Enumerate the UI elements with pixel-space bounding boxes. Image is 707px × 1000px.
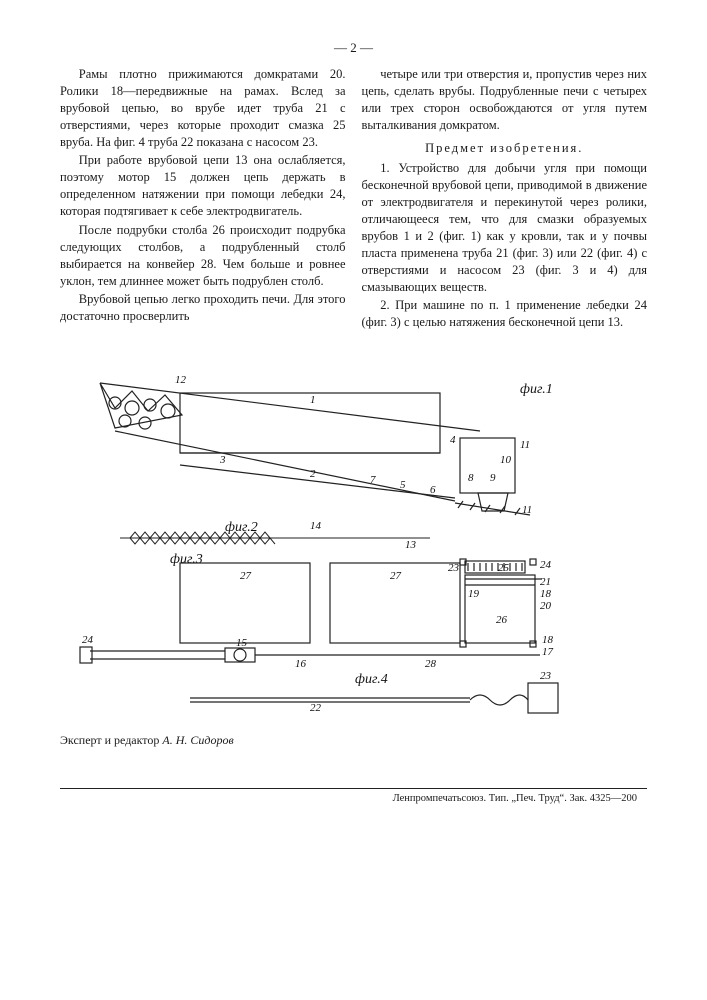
svg-text:27: 27 — [390, 570, 402, 582]
svg-text:14: 14 — [310, 520, 322, 532]
svg-text:9: 9 — [490, 472, 496, 484]
svg-text:17: 17 — [542, 646, 554, 658]
expert-line: Эксперт и редактор А. Н. Сидоров — [60, 733, 647, 748]
right-p3: 2. При машине по п. 1 применение лебедки… — [362, 297, 648, 331]
svg-text:18: 18 — [540, 588, 552, 600]
figures-svg: фиг.1 12 1 3 2 7 5 6 4 8 9 10 11 11 фиг.… — [60, 353, 647, 723]
svg-text:21: 21 — [540, 576, 551, 588]
expert-label: Эксперт и редактор — [60, 733, 162, 747]
svg-text:5: 5 — [400, 479, 406, 491]
svg-text:6: 6 — [430, 484, 436, 496]
fig3-label: фиг.3 — [170, 552, 203, 567]
imprint: Ленпромпечатьсоюз. Тип. „Печ. Труд“. Зак… — [60, 793, 647, 804]
subject-title: Предмет изобретения. — [362, 140, 648, 157]
svg-text:15: 15 — [236, 637, 248, 649]
svg-text:16: 16 — [295, 658, 307, 670]
page-number: — 2 — — [60, 40, 647, 56]
svg-text:23: 23 — [448, 562, 460, 574]
right-p1: четыре или три отверстия и, пропустив че… — [362, 66, 648, 134]
svg-text:1: 1 — [310, 394, 316, 406]
svg-text:4: 4 — [450, 434, 456, 446]
footer-rule — [60, 788, 647, 789]
svg-text:24: 24 — [82, 634, 94, 646]
svg-text:19: 19 — [468, 588, 480, 600]
svg-text:27: 27 — [240, 570, 252, 582]
svg-text:13: 13 — [405, 539, 417, 551]
svg-text:25: 25 — [498, 562, 510, 574]
svg-text:20: 20 — [540, 600, 552, 612]
right-p2: 1. Устройство для добычи угля при помощи… — [362, 160, 648, 295]
svg-text:11: 11 — [522, 504, 532, 516]
svg-text:7: 7 — [370, 474, 376, 486]
left-p1: Рамы плотно прижимаются домкратами 20. Р… — [60, 66, 346, 150]
figures: фиг.1 12 1 3 2 7 5 6 4 8 9 10 11 11 фиг.… — [60, 353, 647, 723]
expert-name: А. Н. Сидоров — [162, 733, 233, 747]
svg-text:22: 22 — [310, 702, 322, 714]
svg-text:24: 24 — [540, 559, 552, 571]
left-p4: Врубовой цепью легко проходить печи. Для… — [60, 291, 346, 325]
left-p3: После подрубки столба 26 происходит подр… — [60, 222, 346, 290]
svg-text:11: 11 — [520, 439, 530, 451]
svg-text:18: 18 — [542, 634, 554, 646]
svg-text:23: 23 — [540, 670, 552, 682]
svg-text:8: 8 — [468, 472, 474, 484]
svg-text:3: 3 — [219, 454, 226, 466]
svg-text:26: 26 — [496, 614, 508, 626]
svg-text:28: 28 — [425, 658, 437, 670]
svg-text:12: 12 — [175, 374, 187, 386]
footer: Ленпромпечатьсоюз. Тип. „Печ. Труд“. Зак… — [60, 788, 647, 804]
fig4-label: фиг.4 — [355, 672, 388, 687]
fig1-label: фиг.1 — [520, 382, 553, 397]
svg-text:10: 10 — [500, 454, 512, 466]
fig2-label: фиг.2 — [225, 520, 258, 535]
right-column: четыре или три отверстия и, пропустив че… — [362, 66, 648, 333]
svg-text:2: 2 — [310, 468, 316, 480]
left-p2: При работе врубовой цепи 13 она ослабляе… — [60, 152, 346, 220]
text-columns: Рамы плотно прижимаются домкратами 20. Р… — [60, 66, 647, 333]
left-column: Рамы плотно прижимаются домкратами 20. Р… — [60, 66, 346, 333]
